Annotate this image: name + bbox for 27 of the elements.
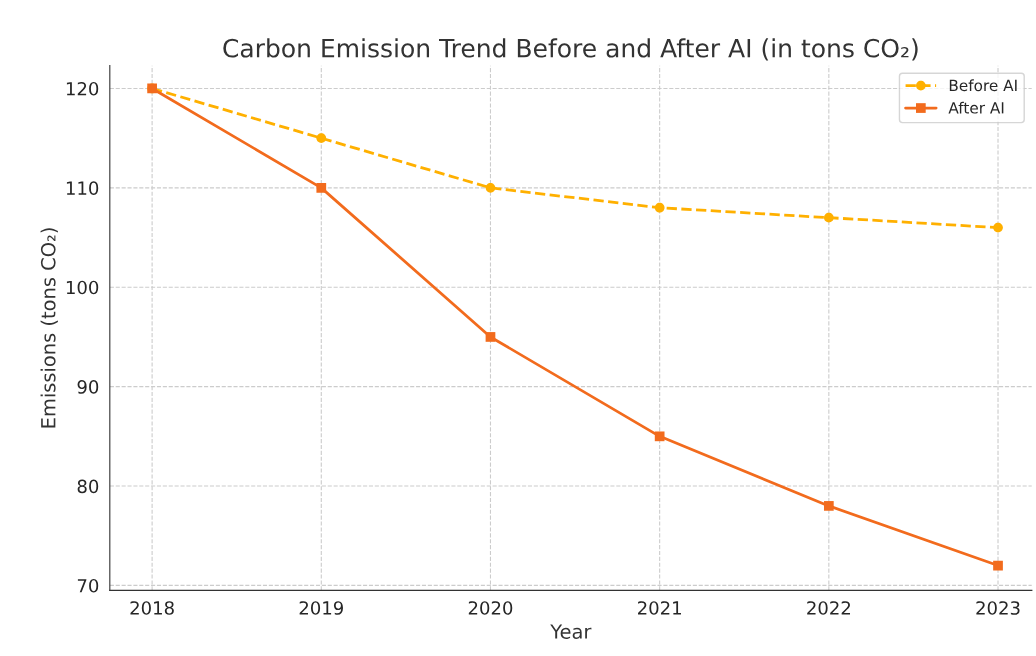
point bbox=[993, 222, 1003, 233]
x-tick-label: 2022 bbox=[807, 601, 850, 615]
y-tick-label: 80 bbox=[77, 479, 99, 494]
x-tick-label: 2021 bbox=[638, 601, 681, 615]
point bbox=[316, 133, 327, 144]
x-tick-label: 2018 bbox=[130, 601, 174, 615]
x-tick-label: 2023 bbox=[976, 601, 1020, 615]
point bbox=[654, 431, 665, 442]
point bbox=[993, 560, 1003, 571]
y-tick-label: 90 bbox=[77, 380, 99, 394]
chart-title: Carbon Emission Trend Before and After AI (in tons CO₂) bbox=[223, 38, 918, 61]
point bbox=[485, 182, 496, 193]
point bbox=[823, 501, 834, 511]
legend-label: Before AI bbox=[949, 79, 1017, 92]
point bbox=[485, 332, 496, 342]
point bbox=[316, 182, 327, 193]
point bbox=[654, 202, 665, 213]
y-tick-label: 110 bbox=[66, 181, 99, 195]
y-tick-label: 120 bbox=[66, 81, 99, 96]
x-tick-label: 2020 bbox=[468, 601, 513, 615]
y-tick-label: 70 bbox=[77, 578, 99, 593]
x-tick-label: 2019 bbox=[299, 601, 343, 615]
point bbox=[823, 212, 834, 223]
y-tick-label: 100 bbox=[66, 280, 99, 295]
y-axis-title: Emissions (tons CO₂) bbox=[40, 228, 58, 428]
x-axis-title: Year bbox=[550, 624, 592, 639]
legend-label: After AI bbox=[948, 101, 1004, 114]
